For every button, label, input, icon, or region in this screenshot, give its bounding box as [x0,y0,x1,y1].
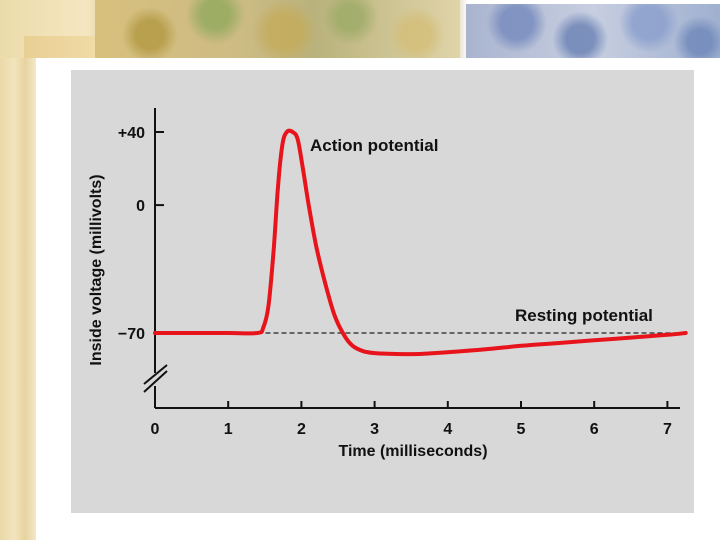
x-tick-label-7: 7 [663,421,672,438]
decorative-floral-banner-right [466,4,720,58]
series-layer [153,128,688,357]
y-ticks: +40 0 −70 [118,125,164,343]
x-ticks: 0 1 2 3 4 5 6 7 [151,401,672,438]
y-axis-title: Inside voltage (millivolts) [88,174,105,365]
y-tick-label-0: +40 [118,125,145,142]
x-tick-label-5: 5 [517,421,526,438]
decorative-floral-notch [24,36,96,58]
series-line-membrane-potential [153,128,688,357]
x-tick-label-3: 3 [370,421,379,438]
chart-panel [71,70,694,513]
x-axis-title: Time (milliseconds) [338,443,487,460]
x-tick-label-2: 2 [297,421,306,438]
x-tick-label-1: 1 [224,421,233,438]
decorative-left-strip [0,0,36,540]
y-tick-label-1: 0 [136,198,145,215]
decorative-floral-banner-left [95,0,460,58]
x-tick-label-4: 4 [443,421,452,438]
y-tick-label-2: −70 [118,326,145,343]
x-tick-label-0: 0 [151,421,160,438]
x-tick-label-6: 6 [590,421,599,438]
y-axis-break [143,364,168,393]
axes [143,108,680,409]
annotation-resting-potential: Resting potential [515,306,653,325]
annotation-action-potential: Action potential [310,136,438,155]
